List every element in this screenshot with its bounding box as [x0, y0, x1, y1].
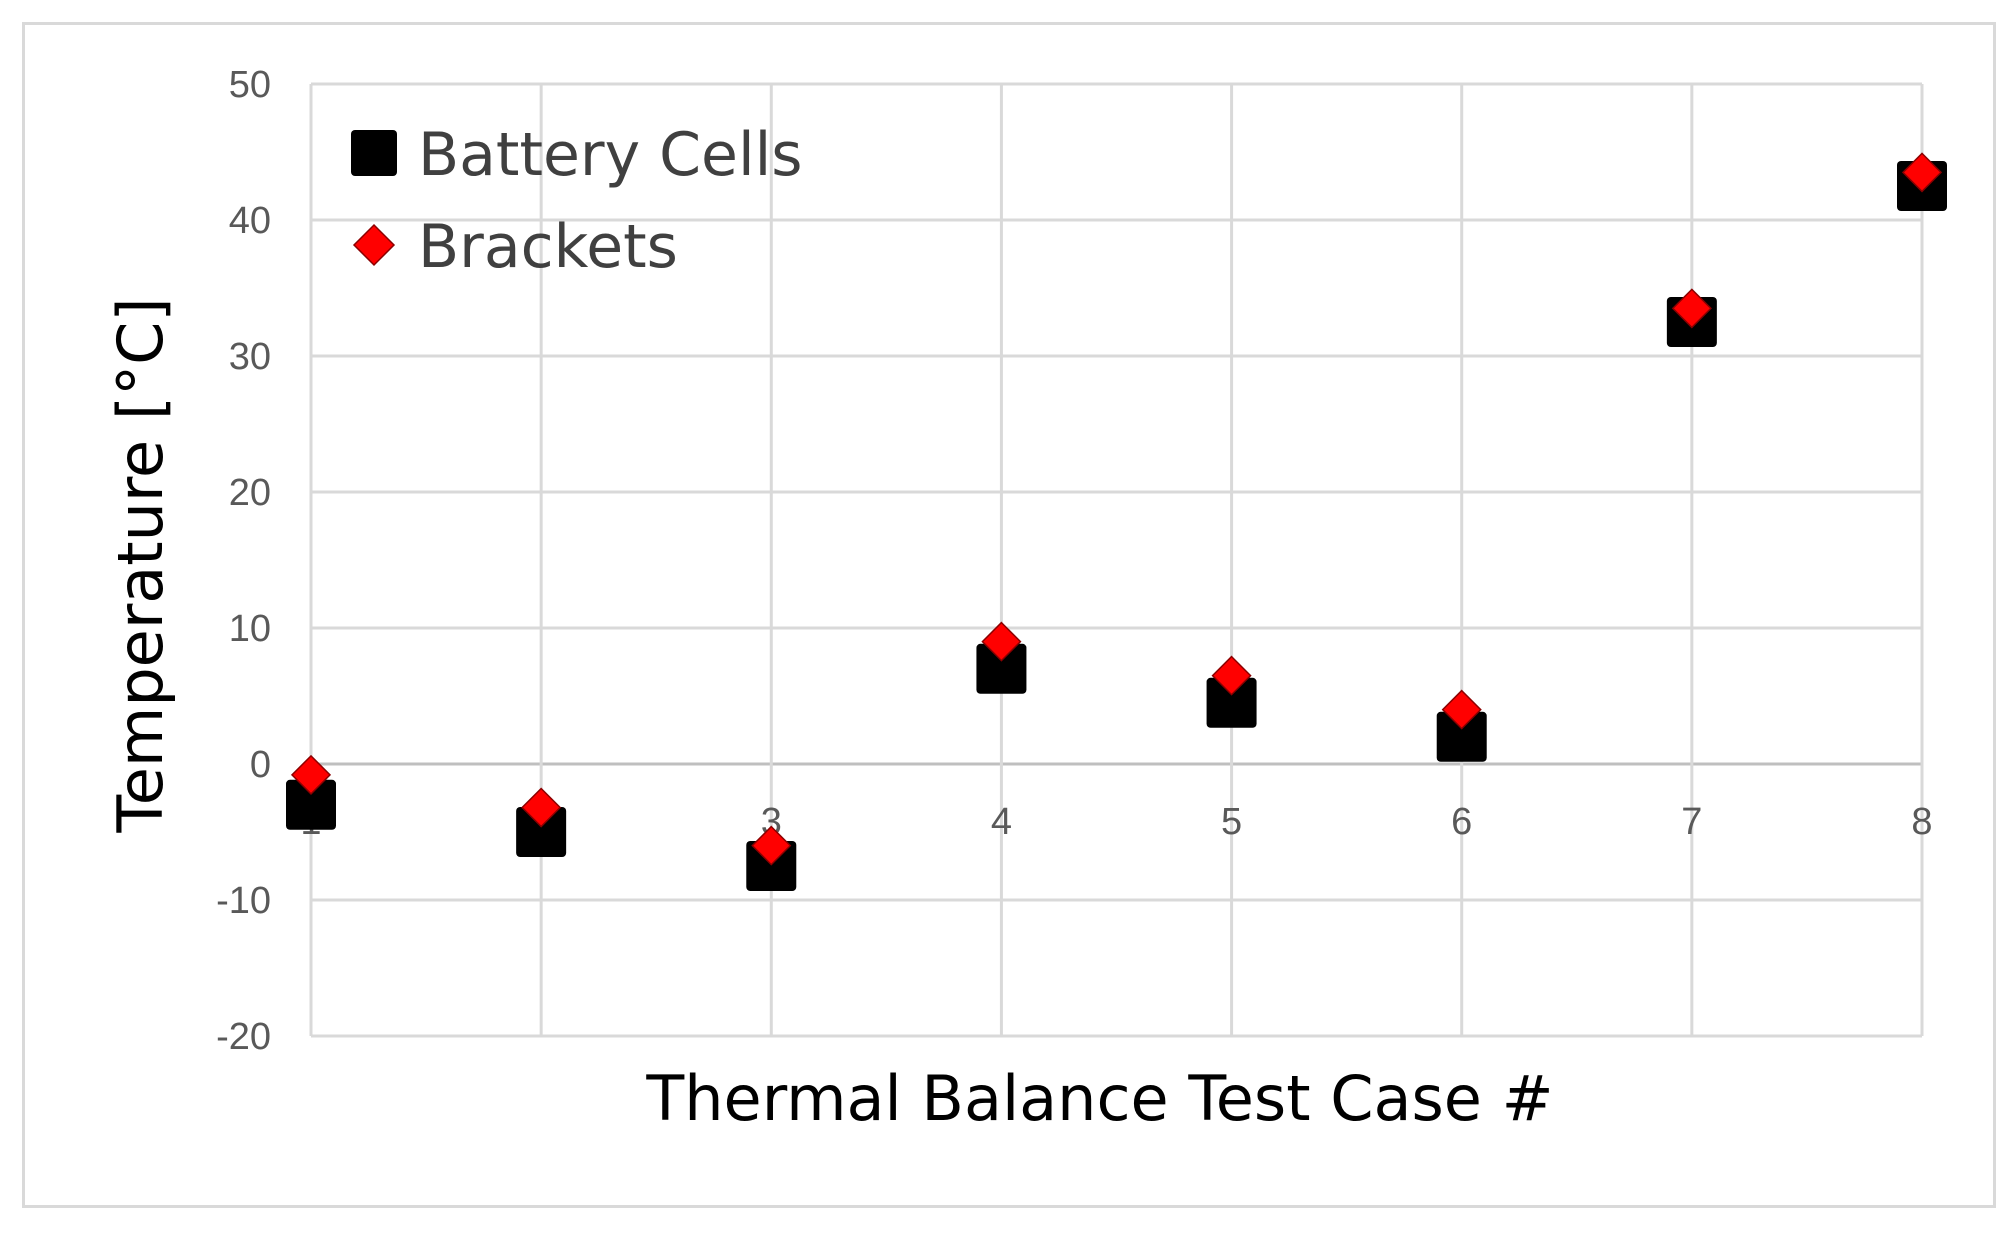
- battery-cells-point: [1436, 711, 1487, 762]
- y-tick-label: 50: [229, 64, 271, 106]
- y-axis-ticks: -20 -10 0 10 20 30 40 50: [216, 64, 271, 1058]
- data-points: [286, 152, 1947, 891]
- legend: Battery Cells Brackets: [351, 120, 803, 282]
- battery-cells-point: [286, 779, 336, 830]
- legend-square-icon: [351, 130, 397, 176]
- x-tick-label: 5: [1221, 801, 1242, 843]
- y-tick-label: 30: [229, 336, 271, 378]
- y-tick-label: 10: [229, 608, 271, 650]
- legend-label: Battery Cells: [418, 120, 803, 190]
- brackets-point: [1441, 689, 1482, 730]
- legend-label: Brackets: [418, 212, 678, 282]
- battery-cells-point: [976, 643, 1027, 694]
- y-tick-label: -10: [216, 880, 271, 922]
- brackets-point: [981, 621, 1022, 662]
- legend-diamond-icon: [352, 223, 396, 267]
- brackets-point: [1211, 655, 1252, 696]
- y-tick-label: 0: [250, 744, 271, 786]
- brackets-point: [751, 825, 792, 866]
- brackets-point: [1901, 152, 1943, 193]
- y-tick-label: -20: [216, 1016, 271, 1058]
- y-axis-title: Temperature [°C]: [104, 297, 177, 833]
- battery-cells-point: [1206, 677, 1257, 728]
- x-tick-label: 6: [1451, 801, 1472, 843]
- x-tick-label: 7: [1681, 801, 1702, 843]
- brackets-point: [290, 754, 332, 795]
- x-tick-label: 8: [1911, 801, 1932, 843]
- battery-cells-point: [746, 841, 797, 891]
- y-tick-label: 20: [229, 472, 271, 514]
- battery-cells-point: [516, 807, 567, 857]
- y-tick-label: 40: [229, 200, 271, 242]
- brackets-point: [1671, 288, 1712, 329]
- x-axis-title: Thermal Balance Test Case #: [645, 1062, 1553, 1135]
- brackets-point: [521, 787, 562, 828]
- grid: [309, 82, 1924, 1038]
- x-tick-label: 4: [991, 801, 1012, 843]
